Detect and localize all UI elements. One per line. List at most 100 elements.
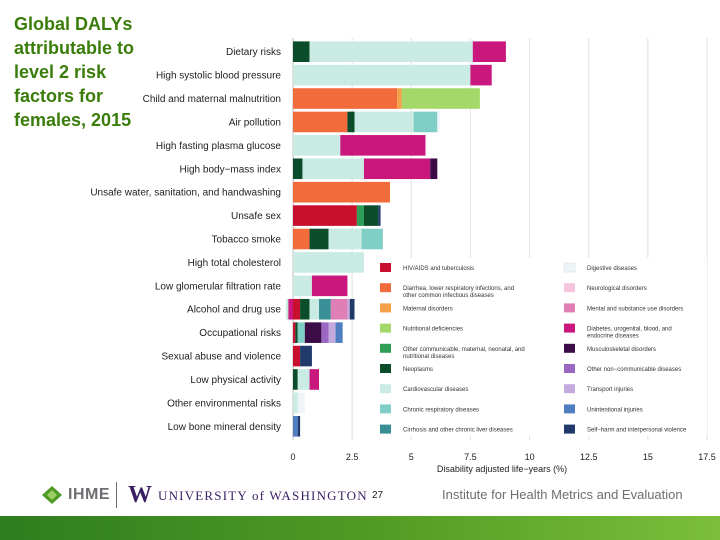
legend-swatch-other-non-communicable-disea	[564, 364, 575, 373]
bar-segment-air-pollution-diarrhea-lower-respirato	[293, 111, 348, 133]
bar-segment-high-body-mass-index-diabetes-urogenital-bloo	[363, 158, 431, 180]
bar-segment-dietary-risks-cardiovascular-diseases	[309, 41, 473, 63]
bar-segment-low-physical-activity-neoplasms	[293, 369, 298, 390]
bar-segment-alcohol-and-drug-use-neoplasms	[300, 298, 310, 320]
category-label: Low glomerular filtration rate	[155, 281, 282, 292]
bar-segment-high-total-cholesterol-cardiovascular-diseases	[293, 252, 364, 273]
category-label: Child and maternal malnutrition	[143, 94, 281, 105]
legend-entry-other-non-communicable-disea: Other non−communicable diseases	[587, 367, 681, 373]
bar-segment-child-and-maternal-malnutrition-maternal-disorders	[397, 88, 402, 109]
legend-swatch-chronic-respiratory-diseases	[380, 404, 391, 414]
bar-segment-child-and-maternal-malnutrition-nutritional-deficiencies	[401, 88, 480, 109]
legend-entry-self-harm-and-interpersonal-: Self−harm and interpersonal violence	[587, 428, 687, 434]
x-tick-label: 17.5	[698, 452, 716, 462]
bar-segment-unsafe-sex-self-harm-and-interperso	[378, 205, 381, 226]
legend-swatch-diabetes-urogenital-blood-an	[564, 323, 575, 333]
category-label: Low physical activity	[190, 375, 281, 386]
legend-swatch-musculoskeletal-disorders	[564, 343, 575, 353]
legend-swatch-diarrhea-lower-respiratory-i	[380, 283, 391, 293]
category-label: Other environmental risks	[167, 398, 281, 409]
category-label: Unsafe water, sanitation, and handwashin…	[90, 188, 281, 199]
x-axis-ticks: 0 2.5 5 7.5 10 12.5 15 17.5	[290, 452, 715, 462]
bar-segment-occupational-risks-chronic-respiratory-dise	[297, 322, 305, 343]
legend-swatch-neoplasms	[380, 364, 391, 373]
category-label: High fasting plasma glucose	[156, 141, 282, 152]
bar-segment-negative-cardiovascular-diseases	[285, 298, 289, 320]
bar-segment-tobacco-smoke-diarrhea-lower-respirato	[293, 228, 310, 250]
bar-segment-low-glomerular-filtration-rate-cardiovascular-diseases	[293, 275, 312, 297]
logo-divider	[116, 482, 117, 508]
bar-segment-alcohol-and-drug-use-mental-and-substance-use	[330, 298, 348, 320]
bar-segment-occupational-risks-hiv-aids-and-tuberculosi	[293, 322, 296, 343]
x-axis-label: Disability adjusted life−years (%)	[437, 464, 567, 474]
x-tick-label: 0	[290, 452, 295, 462]
category-label: High body−mass index	[180, 164, 281, 175]
uw-logo-mark: W	[128, 482, 152, 508]
legend-entry-unintentional-injuries: Unintentional injuries	[587, 407, 643, 413]
bar-segment-air-pollution-chronic-respiratory-dise	[413, 111, 438, 133]
legend-swatch-cirrhosis-and-other-chronic-	[380, 424, 391, 434]
x-tick-label: 12.5	[580, 452, 598, 462]
legend-entry-neurological-disorders: Neurological disorders	[587, 286, 647, 292]
ihme-logo-icon	[42, 486, 62, 504]
legend-background	[372, 258, 707, 436]
bar-segment-low-physical-activity-cardiovascular-diseases	[297, 369, 310, 390]
bar-segment-high-body-mass-index-neoplasms	[293, 158, 303, 180]
legend-entry-mental-and-substance-use-dis: Mental and substance use disorders	[587, 306, 683, 312]
category-label: High total cholesterol	[188, 258, 281, 269]
bar-segment-sexual-abuse-and-violence-self-harm-and-interperso	[300, 345, 312, 367]
x-tick-label: 15	[643, 452, 653, 462]
bar-segment-air-pollution-digestive-diseases	[437, 111, 440, 133]
bar-segment-low-bone-mineral-density-unintentional-injuries	[293, 415, 298, 437]
bar-segment-occupational-risks-other-non-communicable-d	[321, 322, 329, 343]
legend-swatch-unintentional-injuries	[564, 404, 575, 414]
x-tick-label: 5	[409, 452, 414, 462]
legend-entry-hiv-aids-and-tuberculosis: HIV/AIDS and tuberculosis	[403, 266, 474, 272]
legend-swatch-nutritional-deficiencies	[380, 323, 391, 333]
bar-segment-high-body-mass-index-musculoskeletal-disorder	[430, 158, 438, 180]
legend: HIV/AIDS and tuberculosis Diarrhea, lower…	[372, 258, 707, 436]
legend-swatch-hiv-aids-and-tuberculosis	[380, 263, 391, 272]
legend-entry-musculoskeletal-disorders: Musculoskeletal disorders	[587, 347, 656, 353]
bar-segment-high-systolic-blood-pressure-diabetes-urogenital-bloo	[470, 64, 492, 86]
bar-segment-low-glomerular-filtration-rate-diabetes-urogenital-bloo	[311, 275, 348, 297]
bar-segment-alcohol-and-drug-use-hiv-aids-and-tuberculosi	[293, 298, 301, 320]
legend-swatch-neurological-disorders	[564, 283, 575, 293]
category-label: Sexual abuse and violence	[161, 352, 281, 363]
legend-swatch-other-communicable-maternal-	[380, 343, 391, 353]
bar-segment-air-pollution-cardiovascular-diseases	[354, 111, 414, 133]
bar-segment-tobacco-smoke-chronic-respiratory-dise	[361, 228, 383, 250]
bar-segment-child-and-maternal-malnutrition-diarrhea-lower-respirato	[293, 88, 398, 109]
bar-segment-occupational-risks-musculoskeletal-disorder	[304, 322, 322, 343]
bar-segment-high-systolic-blood-pressure-cardiovascular-diseases	[293, 64, 471, 86]
bar-segment-high-fasting-plasma-glucose-cardiovascular-diseases	[293, 135, 341, 156]
bar-segment-unsafe-sex-hiv-aids-and-tuberculosi	[293, 205, 357, 226]
x-tick-label: 7.5	[464, 452, 477, 462]
category-label: Air pollution	[229, 117, 281, 128]
category-label: Occupational risks	[199, 328, 281, 339]
legend-swatch-cardiovascular-diseases	[380, 384, 391, 394]
legend-entry-other-communicable-maternal-: Other communicable, maternal, neonatal, …	[403, 347, 525, 360]
legend-entry-neoplasms: Neoplasms	[403, 367, 433, 373]
legend-entry-cirrhosis-and-other-chronic-: Cirrhosis and other chronic liver diseas…	[403, 428, 513, 434]
bar-segment-low-physical-activity-diabetes-urogenital-bloo	[309, 369, 320, 390]
page-number: 27	[372, 490, 384, 501]
legend-entry-diarrhea-lower-respiratory-i: Diarrhea, lower respiratory infections, …	[403, 286, 514, 299]
x-tick-label: 2.5	[346, 452, 359, 462]
dalys-bar-chart: Dietary risks High systolic blood pressur…	[90, 38, 716, 474]
bar-segment-unsafe-sex-other-communicable-mater	[356, 205, 364, 226]
legend-entry-nutritional-deficiencies: Nutritional deficiencies	[403, 327, 463, 333]
category-label: Low bone mineral density	[168, 422, 281, 433]
legend-swatch-self-harm-and-interpersonal-	[564, 424, 575, 434]
bar-segment-occupational-risks-neoplasms	[295, 322, 298, 343]
legend-entry-digestive-diseases: Digestive diseases	[587, 266, 637, 272]
bar-segment-low-bone-mineral-density-self-harm-and-interperso	[297, 415, 301, 437]
uw-logo-text: UNIVERSITY of WASHINGTON	[158, 488, 368, 503]
bar-segment-alcohol-and-drug-use-cirrhosis-and-other-chro	[319, 298, 331, 320]
bar-segment-high-fasting-plasma-glucose-diabetes-urogenital-bloo	[340, 135, 426, 156]
bar-segment-unsafe-sex-neoplasms	[363, 205, 379, 226]
category-label: Tobacco smoke	[212, 235, 282, 246]
bar-layer	[285, 41, 506, 437]
legend-entry-maternal-disorders: Maternal disorders	[403, 306, 453, 312]
category-label: Dietary risks	[226, 47, 281, 58]
